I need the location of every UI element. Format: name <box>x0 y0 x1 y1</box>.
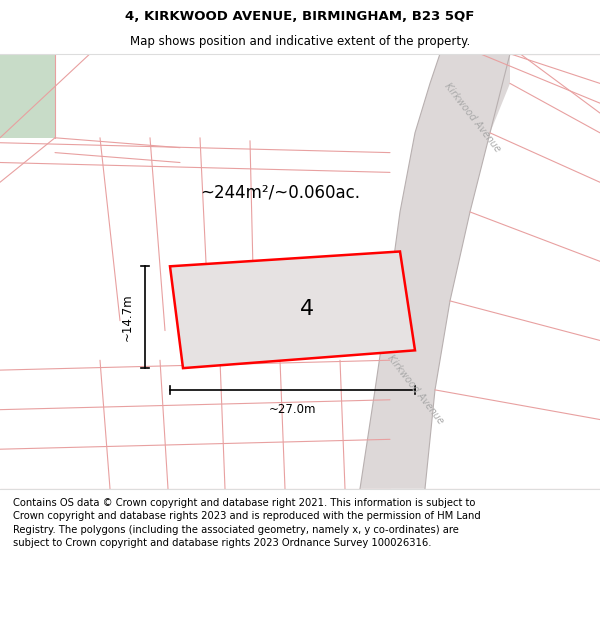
Text: Map shows position and indicative extent of the property.: Map shows position and indicative extent… <box>130 36 470 48</box>
Text: ~14.7m: ~14.7m <box>121 293 133 341</box>
Text: Kirkwood Avenue: Kirkwood Avenue <box>385 353 445 426</box>
Text: ~27.0m: ~27.0m <box>269 403 316 416</box>
Text: 4: 4 <box>300 299 314 319</box>
Text: Kirkwood Avenue: Kirkwood Avenue <box>442 81 502 154</box>
Text: Contains OS data © Crown copyright and database right 2021. This information is : Contains OS data © Crown copyright and d… <box>13 498 481 548</box>
Polygon shape <box>360 54 510 489</box>
Polygon shape <box>170 251 415 368</box>
Polygon shape <box>0 54 55 138</box>
Text: ~244m²/~0.060ac.: ~244m²/~0.060ac. <box>200 183 360 201</box>
Text: 4, KIRKWOOD AVENUE, BIRMINGHAM, B23 5QF: 4, KIRKWOOD AVENUE, BIRMINGHAM, B23 5QF <box>125 9 475 22</box>
